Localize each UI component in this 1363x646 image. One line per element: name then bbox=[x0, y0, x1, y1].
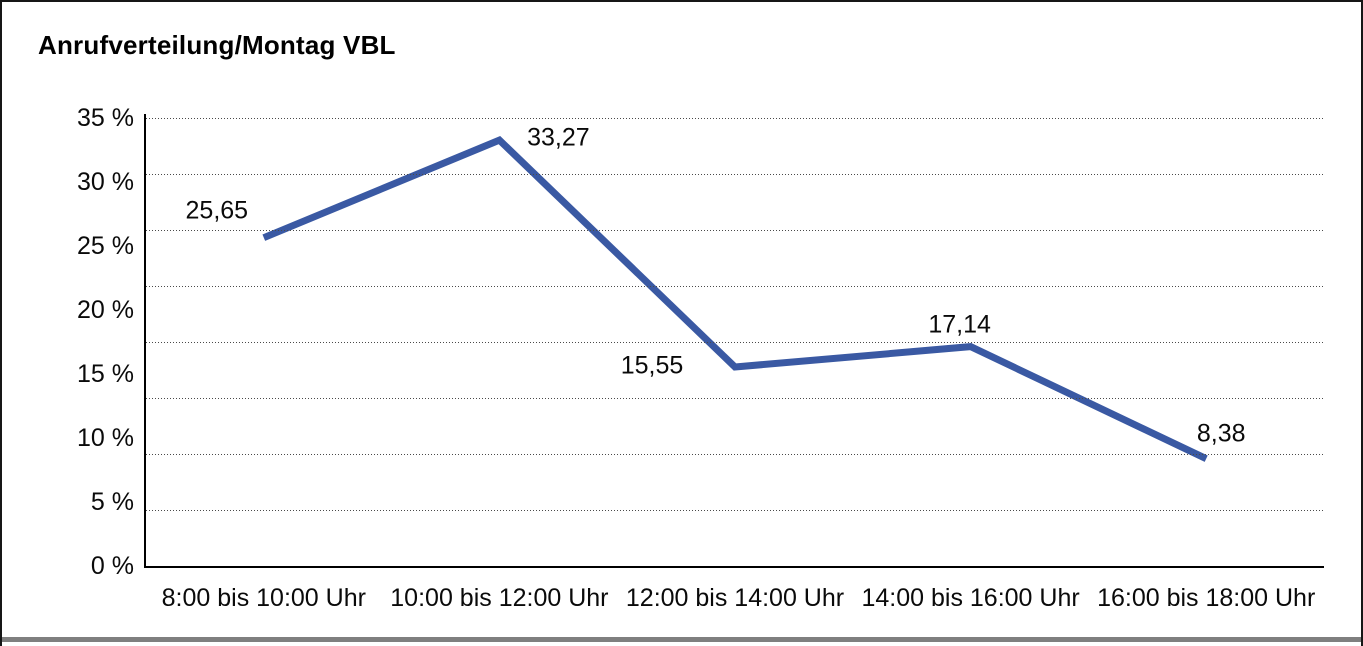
gridline bbox=[146, 118, 1324, 119]
plot-area bbox=[144, 114, 1324, 568]
y-tick-label: 35 % bbox=[77, 104, 134, 132]
x-tick-label: 10:00 bis 12:00 Uhr bbox=[390, 584, 609, 612]
gridline bbox=[146, 230, 1324, 231]
data-value-label: 8,38 bbox=[1196, 419, 1246, 448]
y-tick-label: 20 % bbox=[77, 296, 134, 324]
gridline bbox=[146, 286, 1324, 287]
series-plot bbox=[262, 135, 1208, 462]
data-value-label: 15,55 bbox=[620, 351, 684, 380]
x-tick-label: 8:00 bis 10:00 Uhr bbox=[161, 584, 366, 612]
y-tick-label: 10 % bbox=[77, 424, 134, 452]
gridline bbox=[146, 174, 1324, 175]
y-tick-label: 15 % bbox=[77, 360, 134, 388]
y-tick-label: 30 % bbox=[77, 168, 134, 196]
gridline bbox=[146, 342, 1324, 343]
x-tick-label: 14:00 bis 16:00 Uhr bbox=[861, 584, 1080, 612]
series-line bbox=[262, 135, 1208, 462]
bottom-frame-bar bbox=[2, 637, 1361, 642]
chart-title: Anrufverteilung/Montag VBL bbox=[38, 30, 396, 60]
x-tick-label: 16:00 bis 18:00 Uhr bbox=[1097, 584, 1316, 612]
x-axis-line bbox=[144, 566, 1324, 568]
gridline bbox=[146, 454, 1324, 455]
data-value-label: 17,14 bbox=[928, 310, 991, 339]
gridline bbox=[146, 398, 1324, 399]
y-tick-label: 0 % bbox=[90, 552, 134, 580]
gridline bbox=[146, 510, 1324, 511]
y-tick-label: 5 % bbox=[90, 488, 134, 516]
data-value-label: 25,65 bbox=[185, 196, 249, 225]
y-tick-label: 25 % bbox=[77, 232, 134, 260]
y-axis-line bbox=[144, 114, 146, 568]
data-value-label: 33,27 bbox=[527, 123, 590, 152]
x-tick-label: 12:00 bis 14:00 Uhr bbox=[625, 584, 845, 612]
